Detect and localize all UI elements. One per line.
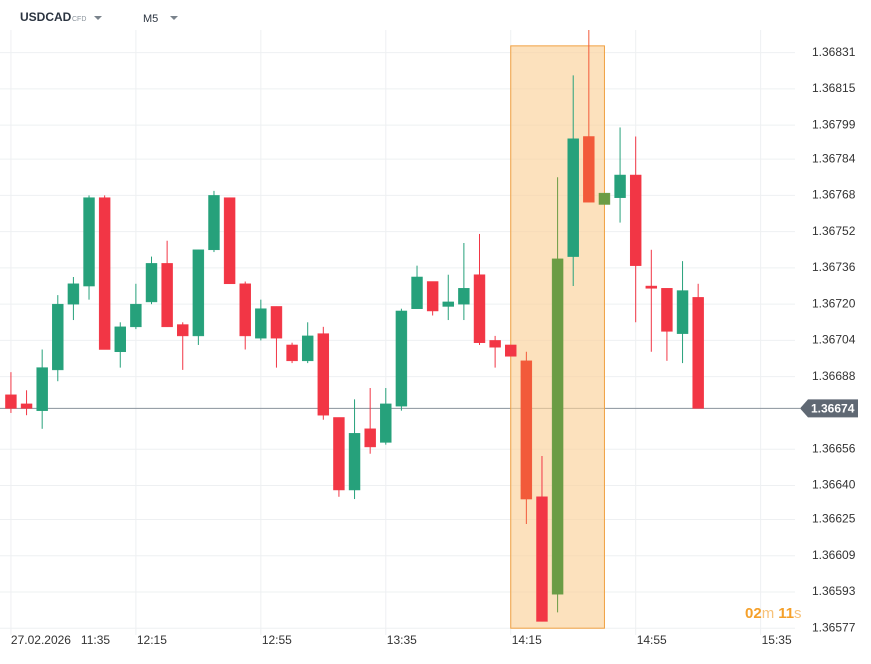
candle-body xyxy=(130,303,142,328)
candle-body xyxy=(5,394,17,409)
candle-body xyxy=(145,263,158,303)
candle-body xyxy=(692,297,704,409)
y-tick-label: 1.36688 xyxy=(812,369,856,383)
candle-body xyxy=(239,283,251,337)
candle-body xyxy=(208,195,220,251)
candle-body xyxy=(301,335,314,362)
grid xyxy=(0,30,800,635)
y-tick-label: 1.36831 xyxy=(812,45,856,59)
candle-body xyxy=(177,324,189,337)
candle-body xyxy=(473,274,486,343)
symbol[interactable]: USDCAD xyxy=(20,10,72,24)
candle-body xyxy=(348,433,361,491)
candle-body xyxy=(567,138,579,257)
candle-body xyxy=(333,417,345,491)
x-tick-label: 14:55 xyxy=(637,633,667,647)
symbol-dropdown[interactable] xyxy=(94,16,102,20)
current-price-label: 1.36674 xyxy=(811,402,855,416)
y-tick-label: 1.36656 xyxy=(812,441,856,455)
y-tick-label: 1.36704 xyxy=(812,333,856,347)
candle-body xyxy=(598,192,611,205)
candle-body xyxy=(411,276,423,309)
candle-body xyxy=(98,197,111,350)
y-tick-label: 1.36609 xyxy=(812,548,856,562)
candle-body xyxy=(67,283,80,305)
candles xyxy=(5,30,704,622)
candle-body xyxy=(114,326,126,353)
timer-seconds: 11 xyxy=(778,605,794,622)
x-tick-label: 13:35 xyxy=(387,633,417,647)
candle-body xyxy=(52,303,64,371)
x-tick-label: 12:15 xyxy=(137,633,167,647)
candle-body xyxy=(192,249,205,337)
candle-body xyxy=(458,288,470,305)
candle-body xyxy=(676,290,689,334)
y-tick-label: 1.36815 xyxy=(812,81,856,95)
y-tick-label: 1.36752 xyxy=(812,224,856,238)
y-tick-label: 1.36736 xyxy=(812,260,856,274)
y-tick-label: 1.36720 xyxy=(812,296,856,310)
y-tick-label: 1.36784 xyxy=(812,151,856,165)
candle-body xyxy=(583,136,595,203)
y-tick-label: 1.36625 xyxy=(812,512,856,526)
candle-body xyxy=(536,496,548,622)
candle-body xyxy=(270,306,283,339)
candle-body xyxy=(505,344,517,357)
x-tick-label: 15:35 xyxy=(762,633,792,647)
candle-body xyxy=(286,344,298,362)
x-tick-label: 12:55 xyxy=(262,633,292,647)
candle-body xyxy=(317,333,330,416)
candle-body xyxy=(395,310,408,407)
timeframe-dropdown[interactable] xyxy=(170,16,178,20)
y-tick-label: 1.36799 xyxy=(812,117,856,131)
timer: 02m 11s xyxy=(745,605,802,622)
candle-body xyxy=(255,308,267,339)
candle-body xyxy=(551,258,564,595)
timer-unit: s xyxy=(794,605,802,622)
x-tick-label: 11:35 xyxy=(81,633,110,647)
candle-body xyxy=(426,281,439,312)
candle-body xyxy=(83,197,95,287)
candle-body xyxy=(645,285,658,289)
x-tick-label: 14:15 xyxy=(512,633,542,647)
candle-body xyxy=(614,174,626,198)
timer-unit: m xyxy=(762,605,775,622)
candle-body xyxy=(20,403,33,409)
candle-body xyxy=(161,263,173,328)
candle-body xyxy=(223,197,236,285)
candle-body xyxy=(364,428,376,448)
axes: 1.36831 1.36815 1.36799 1.36784 1.36768 1.367… xyxy=(11,45,858,647)
candle-body xyxy=(520,360,533,500)
candle-body xyxy=(629,174,642,266)
candle-body xyxy=(661,288,673,332)
y-tick-label: 1.36768 xyxy=(812,188,856,202)
y-tick-label: 1.36593 xyxy=(812,584,856,598)
date-label: 27.02.2026 xyxy=(11,633,71,647)
y-tick-label: 1.36640 xyxy=(812,478,856,492)
instrument-type: CFD xyxy=(72,16,86,23)
candle-body xyxy=(36,367,48,411)
candle-body xyxy=(442,301,454,307)
candle-body xyxy=(489,340,501,348)
timeframe[interactable]: M5 xyxy=(143,13,158,25)
y-tick-label: 1.36577 xyxy=(812,620,856,634)
current-price-tag xyxy=(800,399,858,418)
candle-body xyxy=(380,403,392,443)
timer-minutes: 02 xyxy=(745,605,762,622)
